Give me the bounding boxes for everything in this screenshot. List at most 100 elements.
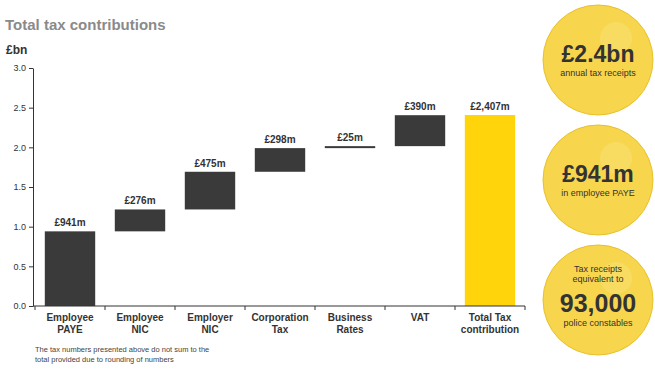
text-line: The tax numbers presented above do not s… — [35, 345, 209, 354]
y-tick-label: 1.5 — [13, 182, 26, 192]
x-tick: EmployerNIC — [187, 306, 233, 335]
text-line: police constables — [563, 318, 633, 328]
callout-pretext: Tax receiptsequivalent to — [572, 264, 623, 284]
text-line: in employee PAYE — [561, 188, 635, 198]
y-tick: 0.0 — [13, 301, 33, 311]
x-axis: EmployeePAYEEmployeeNICEmployerNICCorpor… — [33, 306, 525, 335]
data-label: £941m — [54, 217, 85, 228]
text-line: NIC — [131, 324, 148, 335]
y-tick-mark — [29, 147, 33, 148]
data-labels: £941m £276m £475m £298m £25m £390m £2,407m — [54, 101, 509, 228]
bar — [465, 115, 515, 306]
text-line: Employee — [46, 312, 94, 323]
bar — [185, 172, 235, 210]
text-line: Business — [328, 312, 373, 323]
text-line: Tax receipts — [574, 264, 623, 274]
x-boundary-tick — [525, 306, 526, 310]
y-tick-label: 1.0 — [13, 222, 26, 232]
text-line: Rates — [336, 324, 364, 335]
bar — [255, 148, 305, 172]
x-axis-line — [33, 306, 525, 307]
text-line: equivalent to — [572, 274, 623, 284]
x-tick: Total Taxcontribution — [461, 306, 519, 335]
y-tick: 2.5 — [13, 103, 33, 113]
data-label: £475m — [194, 158, 225, 169]
callout-text: in employee PAYE — [561, 188, 635, 198]
x-tick-label: BusinessRates — [328, 312, 373, 335]
callout-circle — [543, 125, 653, 235]
x-tick-label: VAT — [411, 312, 430, 323]
text-line: PAYE — [57, 324, 83, 335]
callout-text: annual tax receipts — [560, 68, 636, 78]
x-tick-label: Total Taxcontribution — [461, 312, 519, 335]
y-tick-mark — [29, 306, 33, 307]
y-axis: 0.0 0.5 1.0 1.5 2.0 2.5 3.0 — [13, 63, 33, 311]
y-tick: 1.5 — [13, 182, 33, 192]
y-tick: 0.5 — [13, 262, 33, 272]
y-tick-mark — [29, 108, 33, 109]
x-boundary-tick — [385, 306, 386, 310]
x-tick-label: CorporationTax — [251, 312, 308, 335]
bar — [395, 115, 445, 146]
y-tick: 2.0 — [13, 143, 33, 153]
x-tick: BusinessRates — [328, 306, 373, 335]
text-line: VAT — [411, 312, 430, 323]
callouts: £2.4bnannual tax receipts£941min employe… — [543, 5, 653, 355]
y-tick-mark — [29, 187, 33, 188]
callout: £941min employee PAYE — [543, 125, 653, 235]
data-label: £276m — [124, 195, 155, 206]
x-boundary-tick — [455, 306, 456, 310]
x-boundary-tick — [105, 306, 106, 310]
data-label: £25m — [337, 132, 363, 143]
callout-headline: £941m — [562, 161, 634, 187]
text-line: Tax — [272, 324, 289, 335]
text-line: NIC — [201, 324, 218, 335]
callout: Tax receiptsequivalent to 93,000police co… — [543, 245, 653, 355]
callout-headline: £2.4bn — [562, 41, 635, 67]
data-label: £2,407m — [470, 101, 510, 112]
x-boundary-tick — [35, 306, 36, 310]
y-tick-mark — [29, 227, 33, 228]
x-boundary-tick — [315, 306, 316, 310]
x-tick-label: EmployerNIC — [187, 312, 233, 335]
text-line: total provided due to rounding of number… — [35, 355, 174, 364]
footnote: The tax numbers presented above do not s… — [35, 345, 209, 364]
bar — [45, 231, 95, 306]
x-tick: EmployeePAYE — [46, 306, 94, 335]
bar — [325, 146, 375, 148]
bars — [45, 115, 515, 306]
x-tick-label: EmployeePAYE — [46, 312, 94, 335]
chart: Total tax contributions £bn £941m £276m £475… — [0, 0, 655, 373]
y-tick-label: 2.5 — [13, 103, 26, 113]
callout: £2.4bnannual tax receipts — [543, 5, 653, 115]
callout-text: police constables — [563, 318, 633, 328]
x-tick: CorporationTax — [251, 306, 308, 335]
chart-title: Total tax contributions — [5, 16, 166, 33]
y-tick-label: 2.0 — [13, 143, 26, 153]
y-tick-label: 3.0 — [13, 63, 26, 73]
y-tick: 3.0 — [13, 63, 33, 73]
x-boundary-tick — [245, 306, 246, 310]
callout-circle — [543, 245, 653, 355]
y-tick-mark — [29, 68, 33, 69]
x-tick: EmployeeNIC — [116, 306, 164, 335]
y-tick-mark — [29, 266, 33, 267]
text-line: Employer — [187, 312, 233, 323]
text-line: Employee — [116, 312, 164, 323]
data-label: £390m — [404, 101, 435, 112]
callout-headline: 93,000 — [560, 289, 636, 317]
x-tick-label: EmployeeNIC — [116, 312, 164, 335]
text-line: Total Tax — [469, 312, 512, 323]
y-axis-line — [33, 69, 34, 307]
y-tick-label: 0.5 — [13, 262, 26, 272]
y-tick: 1.0 — [13, 222, 33, 232]
x-tick: VAT — [411, 306, 430, 323]
text-line: contribution — [461, 324, 519, 335]
text-line: annual tax receipts — [560, 68, 636, 78]
y-tick-label: 0.0 — [13, 301, 26, 311]
callout-circle — [543, 5, 653, 115]
bar — [115, 209, 165, 231]
y-axis-title: £bn — [6, 43, 27, 57]
data-label: £298m — [264, 134, 295, 145]
text-line: Corporation — [251, 312, 308, 323]
